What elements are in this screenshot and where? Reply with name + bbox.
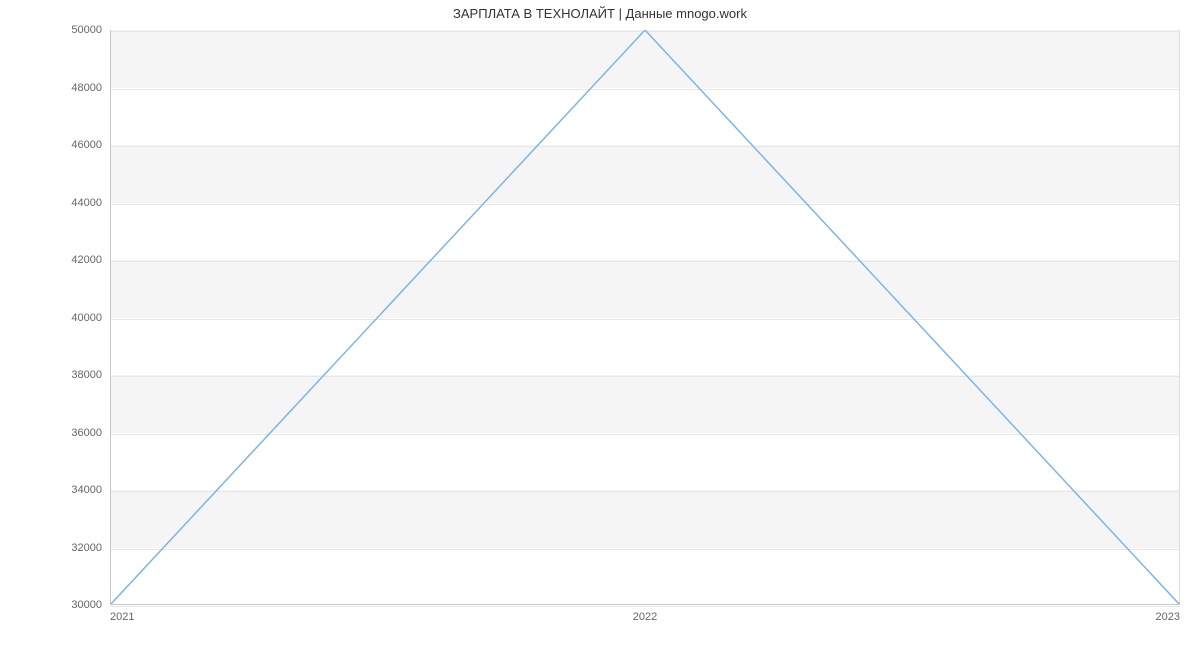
- y-tick-label: 46000: [71, 139, 110, 151]
- plot-area: 3000032000340003600038000400004200044000…: [110, 30, 1180, 605]
- y-tick-label: 32000: [71, 542, 110, 554]
- series-line: [110, 30, 1180, 605]
- y-tick-label: 36000: [71, 427, 110, 439]
- y-tick-label: 30000: [71, 599, 110, 611]
- y-tick-label: 42000: [71, 254, 110, 266]
- y-axis: [110, 30, 111, 605]
- y-tick-label: 50000: [71, 24, 110, 36]
- y-tick-label: 44000: [71, 197, 110, 209]
- y-tick-label: 48000: [71, 82, 110, 94]
- line-svg: [110, 30, 1180, 605]
- x-tick-label: 2023: [1156, 605, 1180, 623]
- y-tick-label: 40000: [71, 312, 110, 324]
- chart-title: ЗАРПЛАТА В ТЕХНОЛАЙТ | Данные mnogo.work: [0, 0, 1200, 26]
- salary-line-chart: ЗАРПЛАТА В ТЕХНОЛАЙТ | Данные mnogo.work…: [0, 0, 1200, 650]
- y-tick-label: 34000: [71, 484, 110, 496]
- y-tick-label: 38000: [71, 369, 110, 381]
- x-tick-label: 2022: [633, 605, 657, 623]
- x-tick-label: 2021: [110, 605, 134, 623]
